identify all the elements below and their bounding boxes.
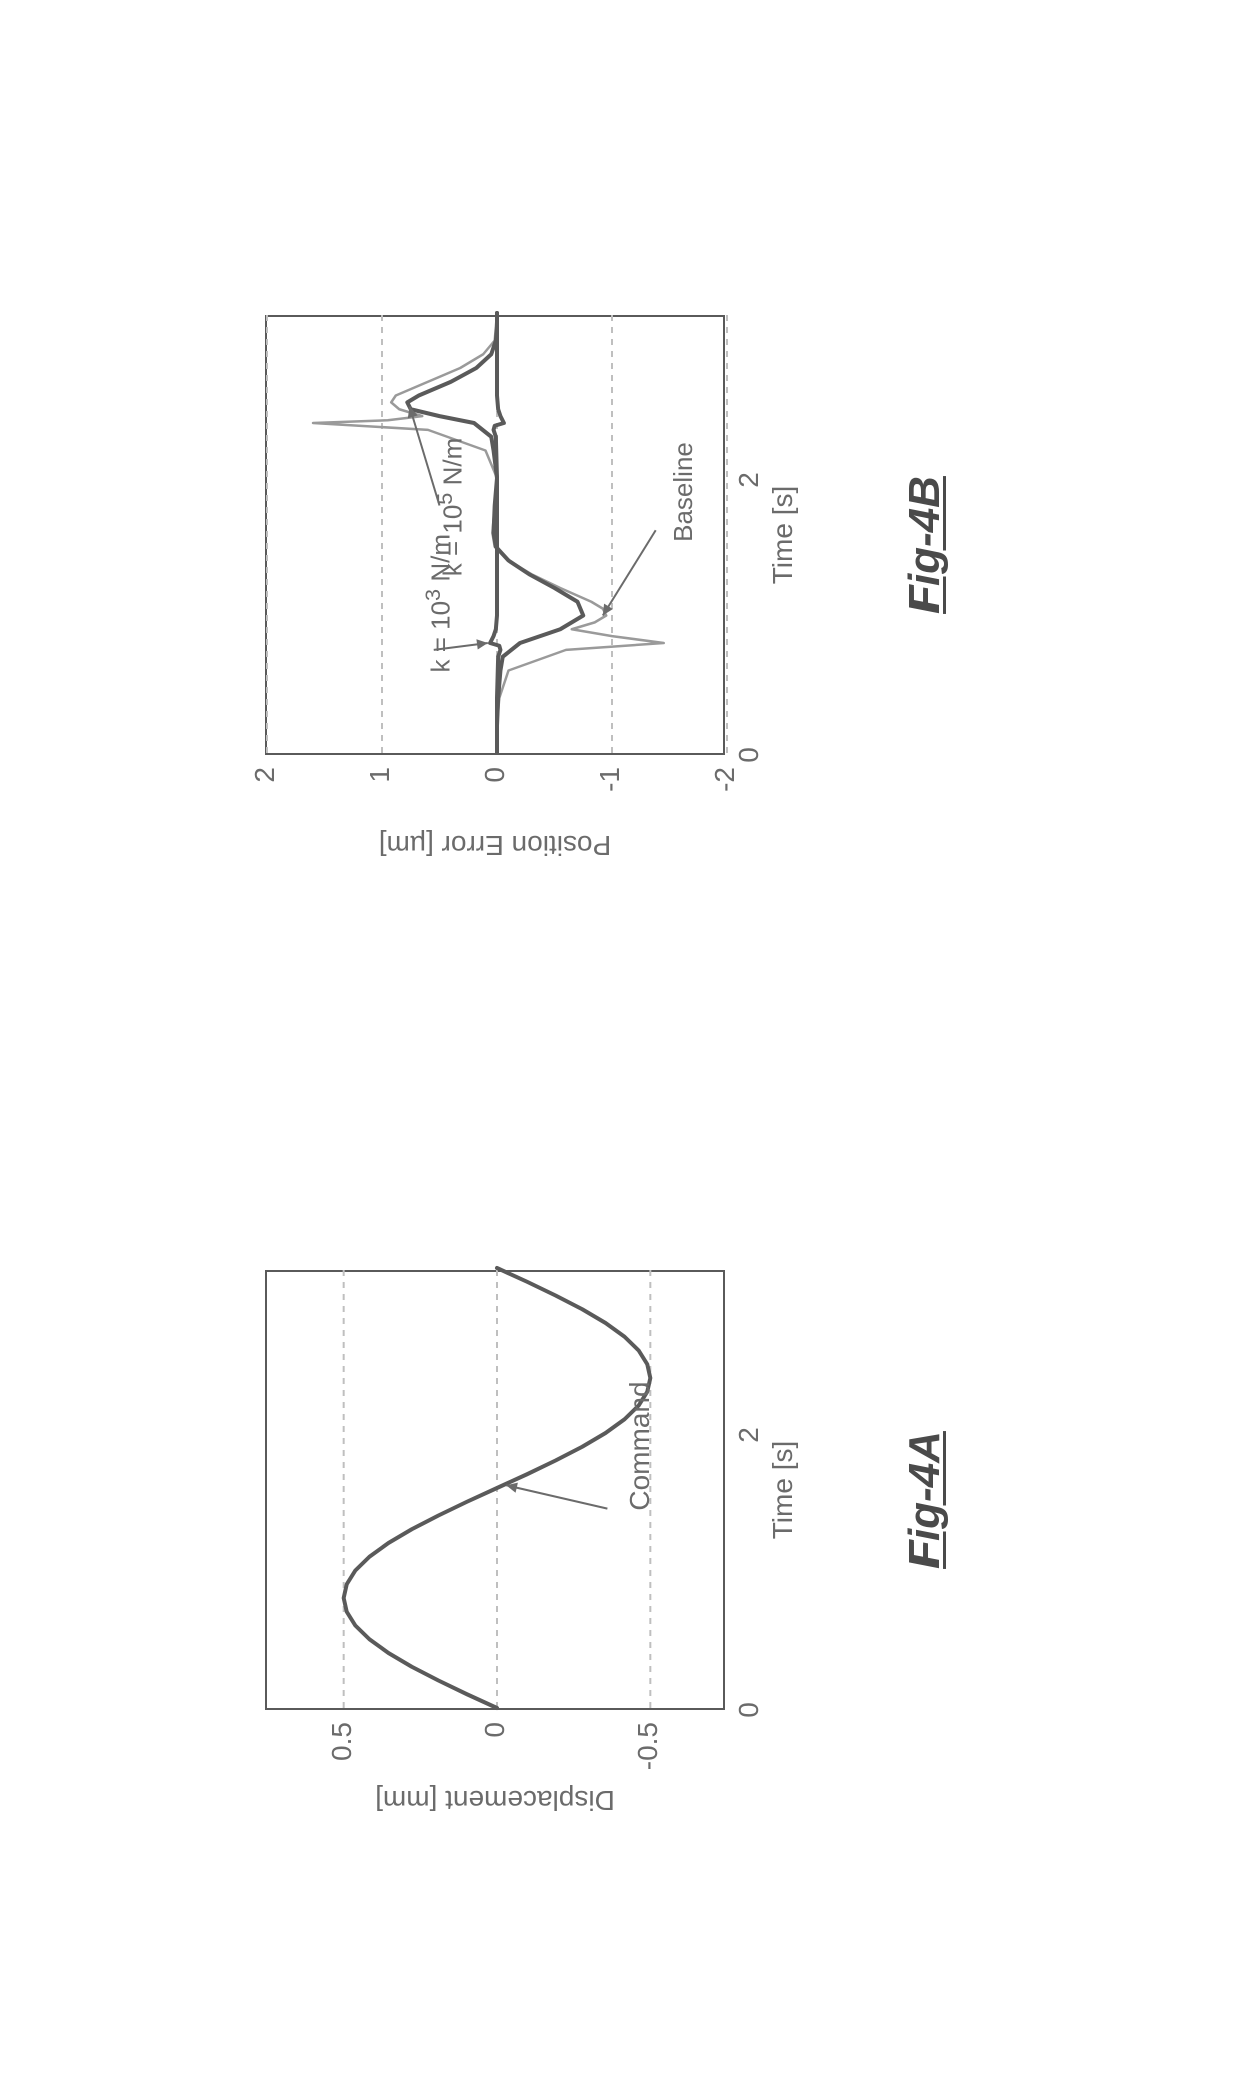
xtick-label: 2 (733, 1427, 765, 1443)
xtick-label: 0 (733, 1702, 765, 1718)
ytick-label: -1 (594, 767, 626, 792)
figure-4a-ylabel: Displacement [mm] (375, 1784, 615, 1816)
ytick-label: 0 (479, 1722, 511, 1738)
figure-4b-ylabel: Position Error [µm] (379, 829, 611, 861)
figure-4b: -2-1012 02 Time [s] Position Error [µm] … (245, 255, 1005, 875)
figure-4a-title: Fig-4A (900, 1431, 950, 1569)
figure-4b-arrows (267, 317, 723, 753)
figure-4b-k1e5-label: k = 105 N/m (432, 438, 469, 577)
figure-4b-title: Fig-4B (900, 476, 950, 614)
figure-4b-xlabel: Time [s] (767, 486, 799, 585)
ytick-label: 0.5 (326, 1722, 358, 1761)
ytick-label: 0 (479, 767, 511, 783)
ytick-label: 2 (249, 767, 281, 783)
figure-4a-command-label: Command (624, 1381, 656, 1510)
ytick-label: 1 (364, 767, 396, 783)
figure-4a-xlabel: Time [s] (767, 1441, 799, 1540)
xtick-label: 2 (733, 472, 765, 488)
ytick-label: -0.5 (632, 1722, 664, 1770)
ytick-label: -2 (709, 767, 741, 792)
figure-4a-title-prefix: F (900, 1541, 949, 1569)
xtick-label: 0 (733, 747, 765, 763)
figure-4b-title-prefix: F (900, 586, 949, 614)
figure-4b-title-rest: ig-4B (900, 476, 949, 586)
figure-4a-plot-area (265, 1270, 725, 1710)
figure-4b-plot-area (265, 315, 725, 755)
figure-4a: -0.5 0 0.5 0 2 Time [s] Displacement [mm] C… (245, 1210, 1005, 1830)
figure-4a-title-rest: ig-4A (900, 1431, 949, 1541)
figure-4b-baseline-label: Baseline (668, 442, 699, 542)
